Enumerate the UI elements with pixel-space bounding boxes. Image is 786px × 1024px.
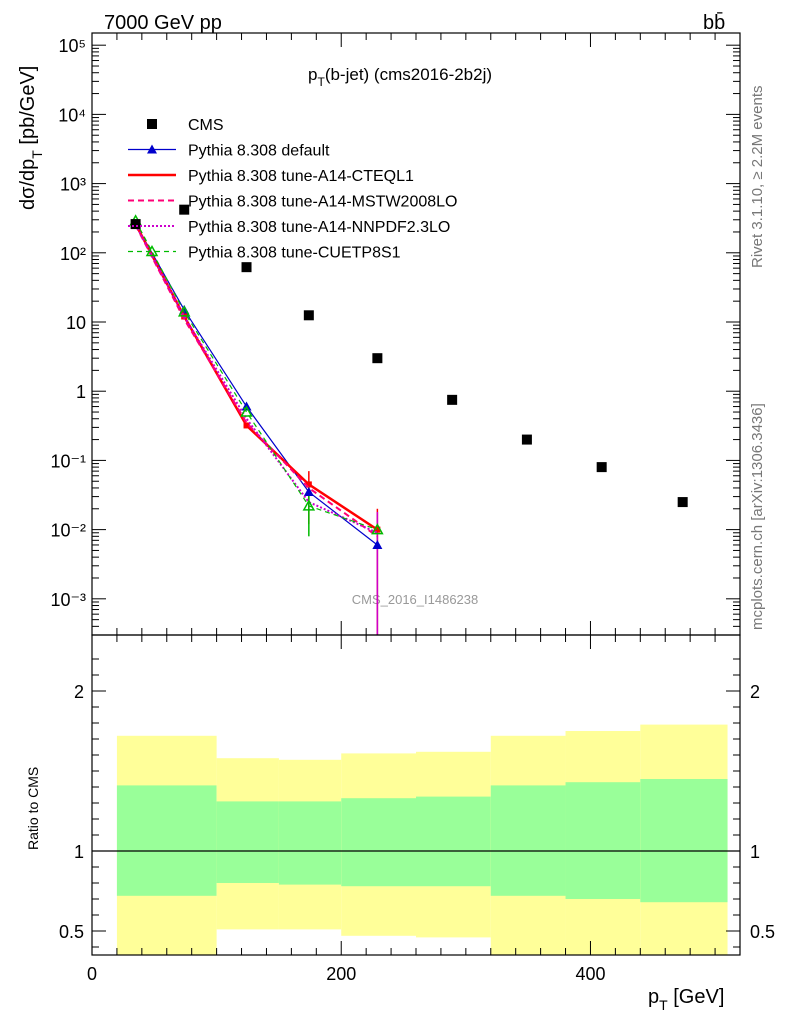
series-line bbox=[135, 220, 378, 531]
main-plot bbox=[129, 204, 688, 635]
ratio-tick-label-right: 1 bbox=[750, 842, 760, 862]
y-tick-label: 10 bbox=[66, 313, 86, 333]
legend-marker bbox=[145, 244, 159, 257]
ratio-tick-label-right: 0.5 bbox=[750, 922, 775, 942]
legend: CMS Pythia 8.308 default Pythia 8.308 tune… bbox=[128, 117, 457, 262]
series-point bbox=[243, 422, 250, 429]
series-point bbox=[371, 523, 384, 535]
data-point-cms bbox=[372, 353, 383, 364]
ratio-band-green bbox=[416, 796, 491, 887]
series-point bbox=[372, 539, 383, 549]
series-line bbox=[134, 223, 379, 531]
series-point bbox=[240, 405, 253, 417]
data-point-cms bbox=[677, 497, 688, 508]
process-label: bb̄ bbox=[703, 11, 725, 34]
data-point-cms bbox=[241, 262, 252, 273]
x-axis-label: pT [GeV] bbox=[648, 986, 724, 1013]
legend-label: CMS bbox=[188, 117, 224, 134]
legend-label: Pythia 8.308 tune-A14-MSTW2008LO bbox=[188, 194, 457, 211]
legend-label: Pythia 8.308 tune-A14-CTEQL1 bbox=[188, 168, 414, 185]
legend-label: Pythia 8.308 tune-A14-NNPDF2.3LO bbox=[188, 219, 450, 236]
ratio-band-green bbox=[640, 779, 728, 903]
y-tick-label: 1 bbox=[76, 382, 86, 402]
series-line bbox=[134, 224, 378, 534]
y-tick-label: 10⁴ bbox=[58, 105, 86, 125]
y-tick-label: 10² bbox=[60, 244, 86, 264]
ratio-tick-label: 0.5 bbox=[59, 922, 84, 942]
series-point bbox=[305, 481, 312, 488]
y-tick-label: 10⁵ bbox=[59, 36, 86, 56]
x-tick-label: 200 bbox=[326, 964, 356, 984]
legend-marker bbox=[147, 119, 157, 129]
series-point bbox=[303, 486, 314, 496]
mcplots-label: mcplots.cern.ch [arXiv:1306.3436] bbox=[749, 403, 766, 630]
series-line bbox=[134, 224, 378, 538]
ratio-y-label: Ratio to CMS bbox=[25, 767, 41, 850]
axes: 10⁵ 10⁴ 10³ 10² 10 1 10⁻¹ 10⁻² 10⁻³ 0 200 400 2 2 1 1 0.… bbox=[50, 32, 775, 984]
series-line bbox=[135, 223, 378, 546]
data-point-cms bbox=[303, 310, 314, 321]
x-tick-label: 400 bbox=[575, 964, 605, 984]
analysis-watermark: CMS_2016_I1486238 bbox=[352, 592, 479, 607]
series-point bbox=[302, 499, 316, 511]
data-point-cms bbox=[179, 204, 190, 215]
rivet-label: Rivet 3.1.10, ≥ 2.2M events bbox=[749, 86, 766, 269]
y-tick-label: 10³ bbox=[60, 175, 86, 195]
data-point-cms bbox=[447, 394, 458, 405]
legend-label: Pythia 8.308 tune-CUETP8S1 bbox=[188, 245, 401, 262]
ratio-band-green bbox=[341, 798, 416, 887]
series-point bbox=[177, 305, 191, 317]
y-tick-label: 10⁻² bbox=[50, 521, 86, 541]
ratio-band-green bbox=[565, 782, 641, 899]
x-tick-label: 0 bbox=[87, 964, 97, 984]
data-point-cms bbox=[130, 219, 141, 230]
legend-label: Pythia 8.308 default bbox=[188, 143, 330, 160]
ratio-tick-label: 2 bbox=[74, 682, 84, 702]
ratio-band-green bbox=[216, 801, 279, 883]
energy-label: 7000 GeV pp bbox=[104, 12, 222, 34]
ratio-band-green bbox=[278, 801, 342, 885]
y-tick-label: 10⁻¹ bbox=[50, 451, 86, 471]
plot-title: pT(b-jet) (cms2016-2b2j) bbox=[308, 65, 492, 89]
y-axis-label: dσ/dpT [pb/GeV] bbox=[17, 66, 45, 210]
data-point-cms bbox=[596, 462, 607, 473]
ratio-bands bbox=[92, 724, 740, 955]
ratio-band-green bbox=[116, 785, 217, 896]
ratio-tick-label: 1 bbox=[74, 842, 84, 862]
ratio-tick-label-right: 2 bbox=[750, 682, 760, 702]
ratio-band-green bbox=[490, 785, 566, 896]
legend-marker bbox=[147, 144, 157, 154]
y-tick-label: 10⁻³ bbox=[50, 590, 86, 610]
data-point-cms bbox=[521, 434, 532, 445]
